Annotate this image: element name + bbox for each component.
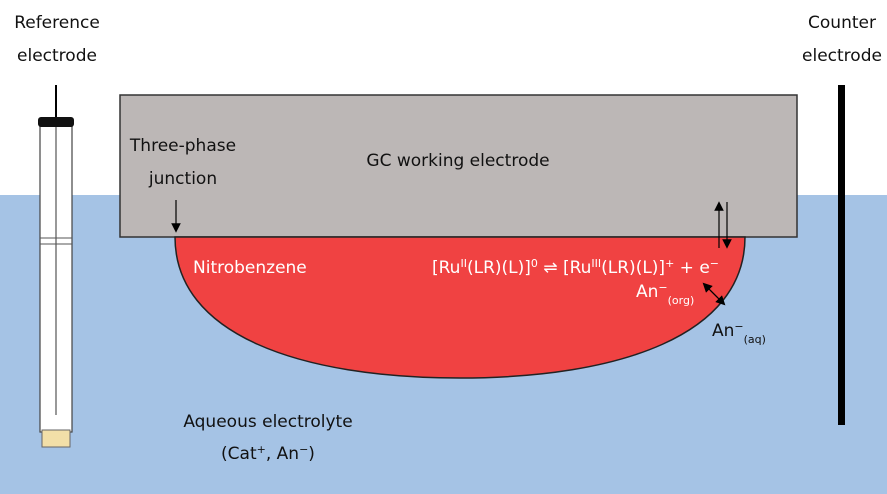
label: junction (148, 169, 217, 189)
anion-arrow-out (709, 289, 726, 306)
frit (41, 429, 71, 448)
label: (Cat+, An−) (221, 443, 315, 465)
supscript: II (460, 257, 467, 270)
label: Nitrobenzene (193, 258, 307, 278)
supscript: + (665, 257, 674, 270)
supscript: − (299, 443, 308, 456)
subscript: (org) (668, 294, 695, 307)
label: An−(org) (636, 281, 694, 307)
supscript: III (591, 257, 601, 270)
label: An−(aq) (712, 320, 766, 346)
text-run: An (636, 282, 658, 302)
supscript: − (710, 257, 719, 270)
label: [RuII(LR)(L)]0 ⇌ [RuIII(LR)(L)]+ + e− (432, 257, 719, 279)
text-run: ) (308, 444, 315, 464)
text-run: An (712, 321, 734, 341)
subscript: (aq) (744, 333, 766, 346)
label: Aqueous electrolyte (183, 412, 352, 432)
label: electrode (17, 46, 97, 66)
text-run: Aqueous electrolyte (183, 412, 352, 432)
reference-cap (38, 117, 74, 127)
text-run: [Ru (432, 258, 460, 278)
text-run: + e (674, 258, 710, 278)
nitrobenzene-drop (174, 236, 746, 379)
text-run: (LR)(L)] (601, 258, 665, 278)
label: Three-phase (129, 136, 236, 156)
label: Reference (14, 13, 100, 33)
counter-electrode-rod (838, 85, 845, 425)
text-run: ⇌ [Ru (538, 258, 592, 278)
label: Counter (808, 13, 876, 33)
working-electrode (119, 94, 798, 238)
supscript: 0 (531, 257, 538, 270)
text-run: , An (266, 444, 299, 464)
supscript: − (734, 320, 743, 333)
supscript: − (658, 281, 667, 294)
label: electrode (802, 46, 882, 66)
text-run: (LR)(L)] (467, 258, 531, 278)
supscript: + (257, 443, 266, 456)
text-run: (Cat (221, 444, 257, 464)
label: GC working electrode (366, 151, 549, 171)
